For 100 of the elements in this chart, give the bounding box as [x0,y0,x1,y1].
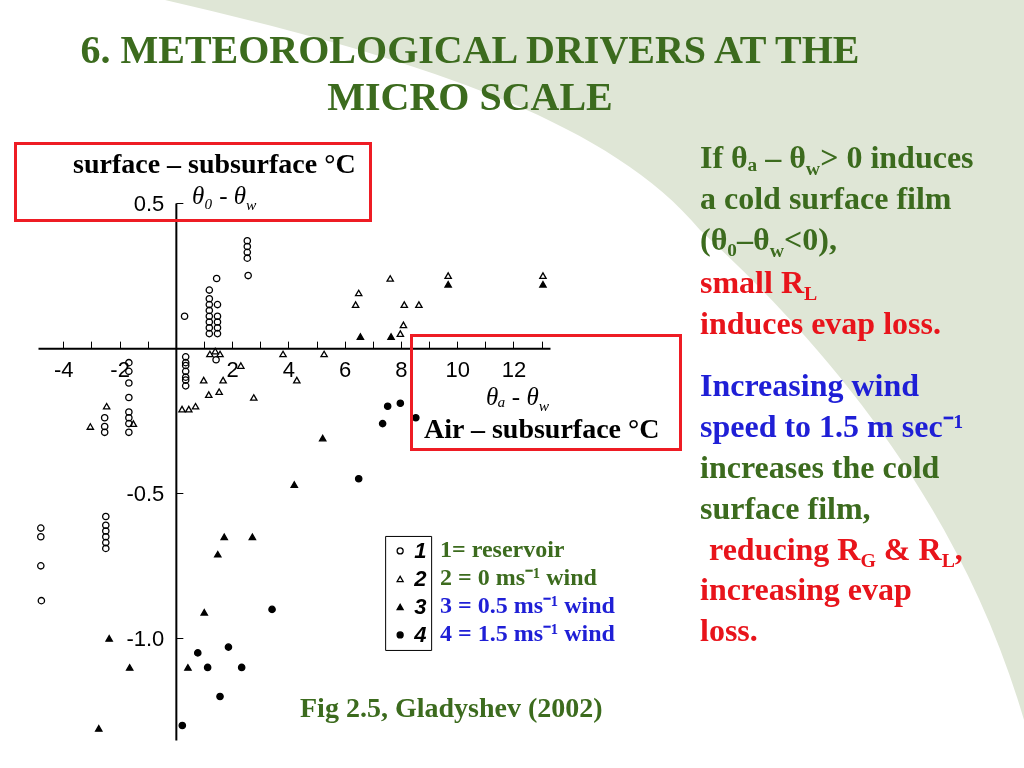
text: surface film, [700,489,871,527]
point [100,428,109,437]
point [396,399,405,408]
point [320,350,328,358]
point [205,286,214,294]
point [205,300,214,309]
point [248,533,257,541]
point [220,533,229,541]
point [539,280,547,288]
point [399,321,408,329]
point [396,330,405,338]
text: increases the cold [700,448,940,486]
point [237,663,246,672]
chart-title: 6. METEOROLOGICAL DRIVERS AT THE MICRO SCALE [79,26,861,120]
point [249,394,258,401]
x-tick-label: 12 [501,356,527,382]
point [354,289,363,297]
point [125,428,133,437]
text: surface – subsurface °C [73,148,356,181]
point [180,312,189,321]
point [181,353,190,361]
point [213,329,222,338]
point [101,533,110,541]
text: Increasing wind [700,366,920,404]
point [203,663,212,672]
point [213,324,222,332]
point [354,474,363,483]
text: speed to 1.5 m sec⁻¹ [700,407,964,445]
x-tick-label: -2 [110,356,130,382]
point [268,605,276,614]
point [205,318,214,326]
point [243,242,252,251]
point [125,664,134,671]
point [216,350,224,358]
point [129,420,138,427]
text: If θₐ – θ$_{w}$> 0 induces [700,138,974,180]
point [415,301,423,308]
point [383,402,392,410]
point [205,294,214,303]
point [191,402,200,410]
point [184,664,192,671]
point [200,608,209,616]
point [37,596,46,605]
point [125,379,133,387]
point [318,434,327,442]
point [101,544,110,553]
point [125,408,133,416]
point [539,272,547,279]
point [400,301,409,308]
point [86,423,95,430]
point [205,306,214,315]
point [243,254,252,262]
x-tick-label: 2 [226,356,239,382]
text: increasing evap [700,570,912,608]
point [244,271,252,280]
point [125,419,133,428]
legend-label: 3 [414,593,427,619]
point [444,272,452,279]
legend-label: 2 [413,565,428,591]
point [101,512,110,521]
annotation: 1= reservoir [440,535,565,564]
point [125,413,133,422]
y-tick-label: 0.5 [133,190,165,216]
point [37,562,45,570]
annotation: 3 = 0.5 ms⁻¹ wind [440,591,615,620]
point [100,413,109,422]
point [212,274,221,283]
point [378,419,387,428]
point [444,280,452,288]
point [178,721,187,730]
text: (θ₀–θ$_{w}$<0), [700,220,837,262]
point [205,329,214,338]
point [100,422,109,431]
annotation: Air – subsurface °C [424,413,660,446]
point [178,405,186,413]
point [205,312,214,321]
y-tick-label: -0.5 [126,480,165,506]
point [193,649,202,657]
legend-label: 4 [413,621,427,647]
point [215,388,223,396]
point [243,236,252,245]
point [356,333,365,340]
text: reducing R$_{G}$ & R$_{L}$, [709,530,963,572]
point [290,481,299,488]
x-axis-title: θₐ - θ$_{w}$ [486,383,550,414]
point [101,521,110,530]
point [184,405,193,413]
point [206,350,214,358]
point [293,376,301,384]
point [213,550,222,558]
annotation: 2 = 0 ms⁻¹ wind [440,563,597,592]
point [37,533,45,541]
annotation: Fig 2.5, Gladyshev (2002) [300,692,603,725]
point [94,725,103,732]
point [213,312,222,321]
point [224,643,233,651]
point [37,524,45,532]
x-tick-label: 10 [445,356,470,382]
point [181,361,190,370]
point [181,358,190,367]
